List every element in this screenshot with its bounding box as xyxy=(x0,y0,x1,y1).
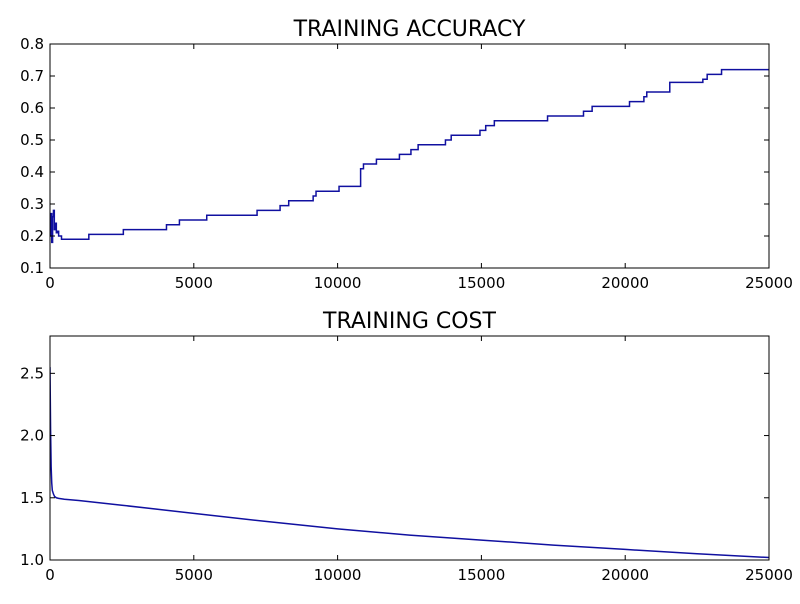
chart-title: TRAINING COST xyxy=(322,309,496,334)
plot-frame xyxy=(49,335,770,561)
x-tick-label: 0 xyxy=(45,566,55,584)
x-tick-label: 25000 xyxy=(745,566,793,584)
series-line xyxy=(50,367,769,559)
y-tick-label: 1.5 xyxy=(20,489,44,507)
series-line xyxy=(50,68,769,244)
x-tick-label: 15000 xyxy=(458,274,506,292)
x-tick-label: 15000 xyxy=(458,566,506,584)
y-tick-label: 0.2 xyxy=(20,227,44,245)
y-tick-label: 0.5 xyxy=(20,131,44,149)
x-tick-label: 20000 xyxy=(601,274,649,292)
x-tick-label: 10000 xyxy=(314,566,362,584)
plot-frame xyxy=(49,43,770,269)
y-tick-label: 0.4 xyxy=(20,163,44,181)
y-tick-label: 0.6 xyxy=(20,99,44,117)
x-tick-label: 10000 xyxy=(314,274,362,292)
y-tick-label: 2.0 xyxy=(20,427,44,445)
y-tick-label: 0.1 xyxy=(20,259,44,277)
chart-title: TRAINING ACCURACY xyxy=(293,17,526,42)
x-tick-label: 5000 xyxy=(175,274,213,292)
y-tick-label: 0.7 xyxy=(20,67,44,85)
y-tick-label: 0.3 xyxy=(20,195,44,213)
chart-1: TRAINING COST 0 5000 10000 15000 20000 25000 1.… xyxy=(20,309,793,584)
x-tick-label: 5000 xyxy=(175,566,213,584)
x-tick-label: 0 xyxy=(45,274,55,292)
y-tick-label: 1.0 xyxy=(20,551,44,569)
y-tick-label: 2.5 xyxy=(20,364,44,382)
chart-0: TRAINING ACCURACY 0 5000 10000 15000 20000 250… xyxy=(20,17,793,292)
x-tick-label: 20000 xyxy=(601,566,649,584)
y-tick-label: 0.8 xyxy=(20,35,44,53)
x-tick-label: 25000 xyxy=(745,274,793,292)
